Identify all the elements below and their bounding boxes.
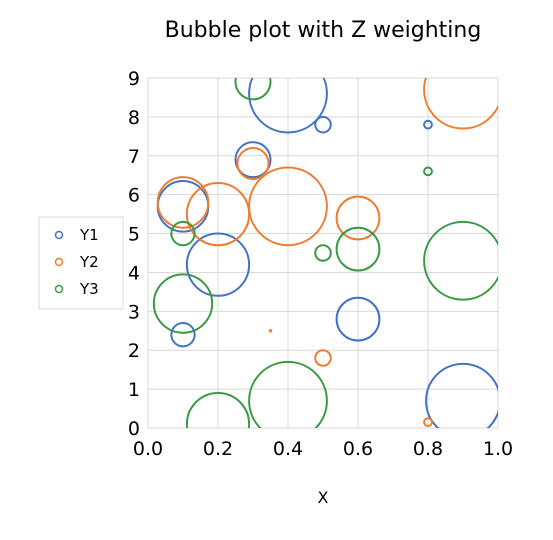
bubble-y1-6 bbox=[335, 296, 381, 342]
bubble-y1-4 bbox=[248, 78, 328, 134]
bubble-y3-5 bbox=[314, 244, 332, 262]
y-tick-label: 1 bbox=[128, 379, 140, 401]
y-tick-label: 9 bbox=[128, 68, 140, 90]
bubbles bbox=[152, 78, 498, 428]
x-tick-label: 0.2 bbox=[203, 438, 233, 460]
chart-title: Bubble plot with Z weighting bbox=[165, 18, 482, 43]
bubble-y1-5 bbox=[314, 115, 332, 134]
x-tick-label: 1.0 bbox=[483, 438, 513, 460]
bubble-y3-6 bbox=[335, 226, 381, 272]
y-tick-label: 7 bbox=[128, 146, 140, 168]
bubble-y2-7 bbox=[423, 417, 433, 428]
bubble-y2-8 bbox=[423, 78, 498, 130]
series-y3 bbox=[152, 78, 498, 428]
bubble-y1-7 bbox=[423, 119, 433, 130]
bubble-y1-8 bbox=[425, 362, 498, 428]
tick-labels: 0 1 2 3 4 5 6 7 8 9 0.0 0.2 0.4 0.6 0.8 1.0 bbox=[128, 68, 513, 460]
bubble-y2-3 bbox=[268, 329, 273, 333]
legend-marker-y2 bbox=[54, 257, 64, 267]
bubble-y1-2 bbox=[185, 232, 251, 297]
y-tick-label: 2 bbox=[128, 340, 140, 362]
bubble-y3-1 bbox=[152, 273, 214, 334]
legend-box bbox=[38, 216, 124, 310]
series-y1 bbox=[156, 78, 498, 428]
legend-label-y2: Y2 bbox=[79, 253, 99, 271]
x-tick-label: 0.6 bbox=[343, 438, 373, 460]
bubble-y1-0 bbox=[170, 322, 196, 348]
grid bbox=[147, 77, 499, 429]
bubble-y3-7 bbox=[423, 166, 433, 177]
legend-marker-y1 bbox=[54, 230, 64, 240]
x-tick-label: 0.8 bbox=[413, 438, 443, 460]
x-axis-label: X bbox=[318, 488, 329, 507]
y-tick-label: 3 bbox=[128, 301, 140, 323]
legend-marker-y3 bbox=[54, 284, 64, 294]
bubble-y2-0 bbox=[156, 176, 210, 229]
bubble-y2-5 bbox=[314, 349, 332, 367]
bubble-y3-3 bbox=[234, 78, 272, 101]
y-tick-label: 6 bbox=[128, 185, 140, 207]
legend: Y1 Y2 Y3 bbox=[38, 216, 124, 310]
bubble-y3-0 bbox=[170, 220, 196, 247]
legend-label-y1: Y1 bbox=[79, 226, 99, 244]
x-tick-label: 0.4 bbox=[273, 438, 303, 460]
bubble-y2-6 bbox=[335, 195, 381, 241]
bubble-y3-4 bbox=[248, 360, 328, 428]
bubble-y3-2 bbox=[185, 392, 251, 428]
x-tick-label: 0.0 bbox=[133, 438, 163, 460]
y-tick-label: 0 bbox=[128, 418, 140, 440]
legend-label-y3: Y3 bbox=[79, 280, 99, 298]
bubble-y1-3 bbox=[234, 141, 272, 179]
series-y2 bbox=[156, 78, 498, 428]
bubble-y2-2 bbox=[236, 147, 270, 181]
bubble-y2-4 bbox=[248, 166, 328, 247]
y-tick-label: 5 bbox=[128, 224, 140, 246]
y-tick-label: 8 bbox=[128, 107, 140, 129]
y-tick-label: 4 bbox=[128, 262, 140, 284]
bubble-y3-8 bbox=[423, 220, 498, 301]
